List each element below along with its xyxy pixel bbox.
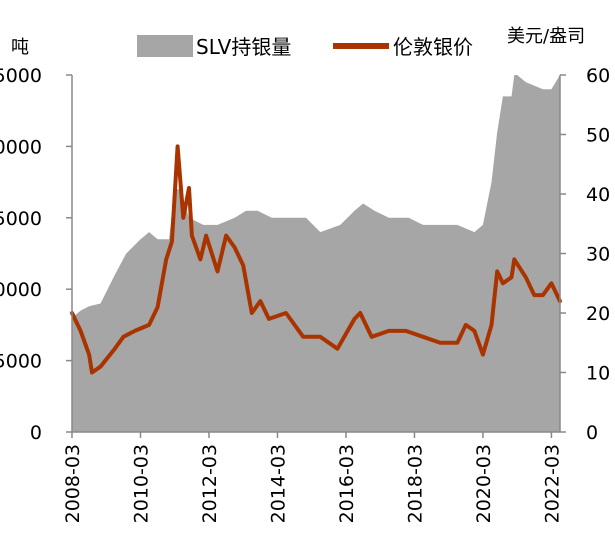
legend-swatch-slv-holdings [137, 35, 193, 57]
legend-label-silver-price: 伦敦银价 [393, 35, 473, 59]
right-y-tick-label: 60 [586, 65, 610, 87]
left-y-tick-label: 20000 [0, 136, 42, 158]
x-tick-label: 2014-03 [267, 444, 289, 523]
x-tick-label: 2018-03 [404, 444, 426, 523]
right-y-tick-label: 50 [586, 125, 610, 147]
left-y-tick-label: 0 [30, 422, 42, 444]
right-y-tick-label: 0 [586, 422, 598, 444]
left-y-tick-label: 10000 [0, 279, 42, 301]
x-tick-label: 2022-03 [541, 444, 563, 523]
left-y-tick-label: 5000 [0, 351, 42, 373]
x-tick-label: 2016-03 [336, 444, 358, 523]
silver-price-line [70, 144, 562, 375]
legend-label-slv-holdings: SLV持银量 [196, 35, 291, 59]
silver-price-line-layer [70, 144, 562, 375]
right-y-tick-label: 10 [586, 363, 610, 385]
slv-holdings-area-layer [72, 75, 560, 432]
legend: SLV持银量 伦敦银价 [137, 35, 473, 59]
slv-holdings-area [72, 75, 560, 432]
x-tick-label: 2008-03 [62, 444, 84, 523]
x-tick-label: 2010-03 [130, 444, 152, 523]
right-y-tick-label: 30 [586, 244, 610, 266]
right-axis-unit: 美元/盎司 [507, 26, 585, 47]
left-y-tick-label: 15000 [0, 208, 42, 230]
axes-layer: 0 5000 10000 15000 20000 25000 0 10 20 30 40 50 60 20… [0, 65, 610, 523]
x-tick-label: 2020-03 [473, 444, 495, 523]
left-axis-unit: 吨 [11, 37, 29, 58]
right-y-tick-label: 20 [586, 303, 610, 325]
x-tick-label: 2012-03 [199, 444, 221, 523]
right-y-tick-label: 40 [586, 184, 610, 206]
left-y-tick-label: 25000 [0, 65, 42, 87]
